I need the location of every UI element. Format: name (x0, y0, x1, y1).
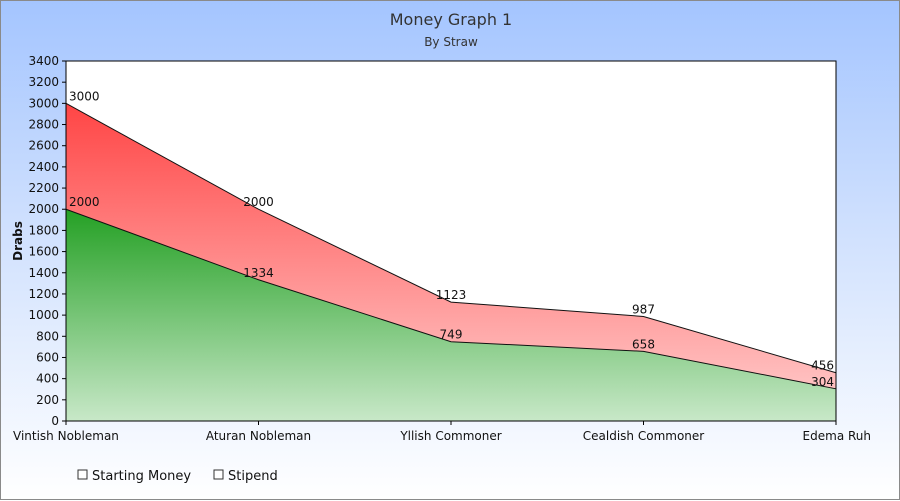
y-tick-label: 0 (51, 414, 59, 428)
legend-item-label[interactable]: Starting Money (92, 469, 191, 484)
y-tick-label: 200 (36, 393, 59, 407)
x-tick-label: Cealdish Commoner (583, 429, 705, 443)
y-tick-label: 2000 (28, 202, 59, 216)
legend[interactable]: Starting Money Stipend (77, 469, 278, 484)
data-label: 658 (632, 337, 655, 351)
y-axis-label: Drabs (11, 221, 25, 261)
x-tick-label: Edema Ruh (803, 429, 871, 443)
legend-item-label[interactable]: Stipend (228, 469, 278, 484)
y-tick-label: 1800 (28, 223, 59, 237)
y-tick-label: 3200 (28, 75, 59, 89)
area-layer (65, 60, 837, 422)
legend-swatch[interactable] (77, 469, 88, 480)
y-tick-label: 2400 (28, 160, 59, 174)
y-tick-label: 1200 (28, 287, 59, 301)
data-label: 1334 (243, 266, 274, 280)
chart-title: Money Graph 1 (390, 10, 512, 29)
data-label: 3000 (69, 89, 100, 103)
series-line-stipend (65, 102, 837, 374)
data-label: 456 (811, 359, 834, 373)
y-tick-label: 3000 (28, 96, 59, 110)
y-tick-label: 800 (36, 329, 59, 343)
y-tick-label: 1400 (28, 266, 59, 280)
x-tick-label: Aturan Nobleman (206, 429, 311, 443)
data-labels: 3000 2000 1123 987 456 2000 1334 749 658 304 (69, 89, 834, 388)
series-line-starting-money (65, 208, 837, 390)
data-label: 987 (632, 302, 655, 316)
y-tick-label: 600 (36, 350, 59, 364)
series-area-starting-money (66, 209, 836, 421)
x-axis-ticks: Vintish Nobleman Aturan Nobleman Yllish Co… (13, 421, 871, 443)
data-label: 2000 (243, 195, 274, 209)
y-tick-label: 2200 (28, 181, 59, 195)
x-tick-label: Yllish Commoner (399, 429, 501, 443)
y-axis-ticks: 0 200 400 600 800 1000 1200 1400 1600 1800 2000 220… (28, 54, 66, 428)
y-tick-label: 2800 (28, 118, 59, 132)
y-tick-label: 3400 (28, 54, 59, 68)
chart-subtitle: By Straw (424, 35, 478, 49)
y-tick-label: 400 (36, 372, 59, 386)
data-label: 2000 (69, 195, 100, 209)
data-label: 304 (811, 375, 834, 389)
data-label: 1123 (436, 288, 467, 302)
y-tick-label: 1000 (28, 308, 59, 322)
series-area-stipend (66, 103, 836, 389)
y-tick-label: 1600 (28, 245, 59, 259)
legend-swatch[interactable] (213, 469, 224, 480)
data-label: 749 (440, 328, 463, 342)
y-tick-label: 2600 (28, 139, 59, 153)
x-tick-label: Vintish Nobleman (13, 429, 119, 443)
